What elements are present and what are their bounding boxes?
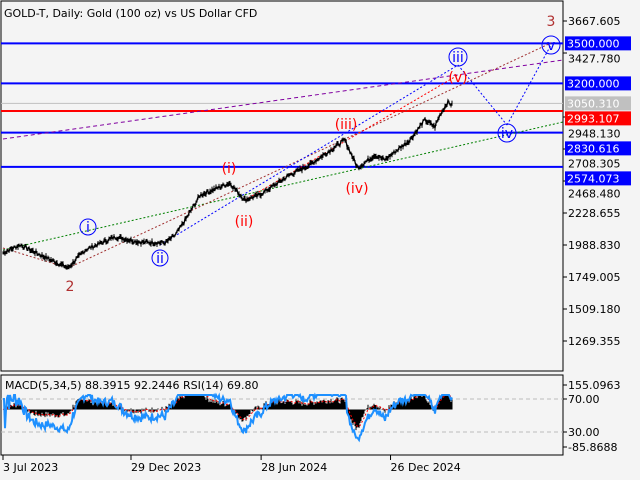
level-price-label: 2993.107	[567, 112, 620, 125]
wave-line	[506, 44, 552, 126]
wave-label-ii: ii	[156, 251, 164, 267]
wave-line	[159, 64, 459, 246]
x-tick-label: 26 Dec 2024	[391, 461, 461, 474]
y-tick-label: 2708.305	[568, 157, 621, 170]
wave-circle	[79, 218, 97, 236]
level-price-label: 2574.073	[567, 172, 620, 185]
y-tick-label: 2468.480	[568, 187, 621, 200]
price-series	[2, 98, 453, 270]
bid-price-label-bg	[565, 96, 631, 111]
macd-signal-line	[2, 394, 453, 428]
wave-circle	[541, 35, 561, 55]
wave-label-iii: iii	[452, 50, 464, 66]
chart-title: GOLD-T, Daily: Gold (100 oz) vs US Dolla…	[4, 7, 257, 20]
wave-line	[457, 64, 508, 126]
indicator-y-tick-label: 155.0963	[568, 379, 621, 392]
level-price-label-bg	[565, 76, 631, 91]
y-tick-label: 1509.180	[568, 303, 621, 316]
trend-line-purple	[2, 59, 564, 140]
level-price-label-bg	[565, 111, 631, 126]
level-price-label-bg	[565, 141, 631, 156]
y-tick-label: 1269.355	[568, 335, 621, 348]
bid-price-label: 3050.310	[567, 97, 620, 110]
indicator-y-tick-label: -85.8688	[568, 441, 617, 454]
wave-label-2: 2	[66, 279, 75, 295]
indicator-y-tick-label: 30.00	[568, 426, 600, 439]
indicator-frame	[0, 374, 564, 456]
level-price-label-bg	[565, 171, 631, 186]
y-tick-label: 2228.655	[568, 207, 621, 220]
level-price-label: 3500.000	[567, 37, 620, 50]
y-tick-label: 1749.005	[568, 271, 621, 284]
wave-label-i: i	[86, 220, 90, 236]
y-tick-label: 1988.830	[568, 239, 621, 252]
y-tick-label: 2948.130	[568, 127, 621, 140]
y-tick-label: 3667.605	[568, 15, 621, 28]
wave-label-(i): (i)	[222, 161, 237, 177]
x-tick-label: 28 Jun 2024	[261, 461, 327, 474]
wave-label-v: v	[547, 38, 555, 54]
x-tick-label: 29 Dec 2023	[131, 461, 201, 474]
x-tick-label: 3 Jul 2023	[3, 461, 58, 474]
wave-label-(v): (v)	[448, 70, 467, 86]
wave-label-3: 3	[547, 14, 556, 30]
y-tick-label: 3427.780	[568, 52, 621, 65]
indicator-y-tick-label: 70.00	[568, 393, 600, 406]
wave-label-(ii): (ii)	[235, 214, 254, 230]
wave-circle	[448, 47, 468, 67]
wave-circle	[151, 249, 169, 267]
wave-label-(iii): (iii)	[335, 117, 358, 133]
wave-label-iv: iv	[501, 126, 513, 142]
level-price-label-bg	[565, 36, 631, 51]
rsi-line	[3, 392, 453, 443]
indicator-label: MACD(5,34,5) 88.3915 92.2446 RSI(14) 69.…	[5, 379, 258, 392]
level-price-label: 2830.616	[567, 142, 620, 155]
wave-circle	[497, 123, 517, 143]
wave-label-(iv): (iv)	[345, 181, 368, 197]
main-plot-frame	[0, 0, 564, 372]
level-price-label: 3200.000	[567, 77, 620, 90]
wave-line	[67, 42, 552, 269]
